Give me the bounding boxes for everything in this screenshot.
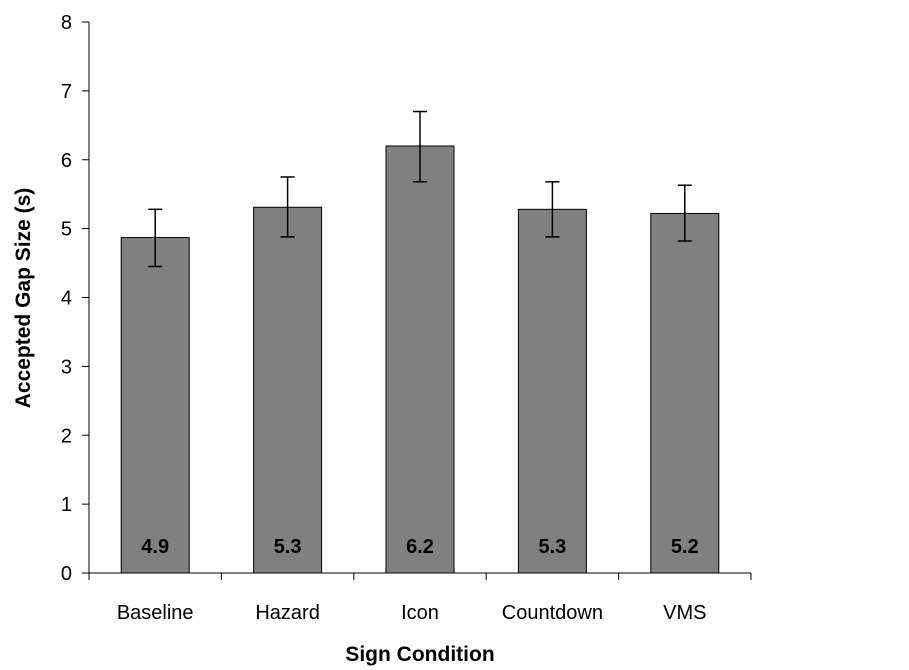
bar-vms <box>650 212 720 574</box>
x-tick-label: Countdown <box>502 602 603 624</box>
bars <box>120 145 720 574</box>
bar-value-label: 4.9 <box>141 536 169 558</box>
y-tick-label: 1 <box>61 494 72 516</box>
y-axis-title: Accepted Gap Size (s) <box>12 188 35 409</box>
x-axis-title: Sign Condition <box>345 643 494 666</box>
x-tick-label: Icon <box>401 602 439 624</box>
x-tick-labels: Baseline Hazard Icon Countdown VMS <box>117 602 707 624</box>
y-tick-label: 7 <box>61 81 72 103</box>
x-axis <box>88 572 752 580</box>
bar-value-label: 6.2 <box>406 536 434 558</box>
bar-value-label: 5.2 <box>671 536 699 558</box>
x-tick-label: Hazard <box>255 602 319 624</box>
y-tick-label: 6 <box>61 150 72 172</box>
y-tick-label: 0 <box>61 563 72 585</box>
bar-countdown <box>517 208 587 574</box>
bar-icon <box>385 145 455 574</box>
x-tick-label: VMS <box>663 602 706 624</box>
y-tick-label: 2 <box>61 425 72 447</box>
y-tick-label: 3 <box>61 356 72 378</box>
bar-value-label: 5.3 <box>274 536 302 558</box>
bar-hazard <box>253 206 323 574</box>
bar-baseline <box>120 237 190 574</box>
y-tick-label: 4 <box>61 288 72 310</box>
x-tick-label: Baseline <box>117 602 194 624</box>
y-axis: 0 1 2 3 4 5 6 7 8 <box>61 12 90 585</box>
y-tick-label: 5 <box>61 219 72 241</box>
error-bars <box>148 110 692 268</box>
bar-value-label: 5.3 <box>538 536 566 558</box>
y-tick-label: 8 <box>61 12 72 34</box>
bar-value-labels: 4.9 5.3 6.2 5.3 5.2 <box>141 536 698 558</box>
